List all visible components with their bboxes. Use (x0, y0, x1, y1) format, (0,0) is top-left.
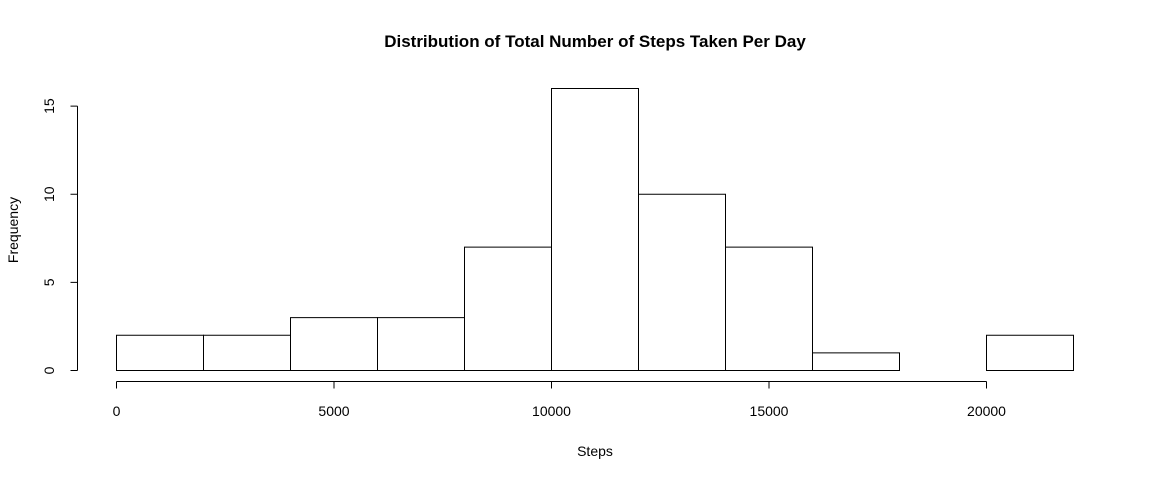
x-tick-label: 10000 (532, 403, 571, 419)
y-tick-label: 5 (41, 278, 57, 286)
x-tick-label: 20000 (967, 403, 1006, 419)
histogram-bars (116, 88, 1074, 371)
x-tick-label: 15000 (750, 403, 789, 419)
y-axis-label: Frequency (5, 197, 21, 263)
histogram-bar (116, 334, 204, 371)
y-tick-label: 15 (41, 98, 57, 114)
histogram-bar (812, 352, 900, 371)
y-tick-label: 10 (41, 186, 57, 202)
chart-title: Distribution of Total Number of Steps Ta… (384, 32, 806, 51)
histogram-bar (725, 246, 813, 371)
histogram-bar (986, 334, 1074, 371)
x-tick-label: 5000 (318, 403, 349, 419)
histogram-bar (551, 88, 639, 371)
y-axis: 0 5 10 15 (41, 98, 78, 374)
x-tick-label: 0 (113, 403, 121, 419)
x-axis-label: Steps (577, 443, 613, 459)
histogram-bar (464, 246, 552, 371)
y-tick-label: 0 (41, 366, 57, 374)
histogram-bar (290, 317, 378, 371)
histogram-bar (377, 317, 465, 371)
x-axis: 0 5000 10000 15000 20000 (113, 381, 1006, 419)
histogram-bar (638, 193, 726, 371)
histogram-bar (203, 334, 291, 371)
